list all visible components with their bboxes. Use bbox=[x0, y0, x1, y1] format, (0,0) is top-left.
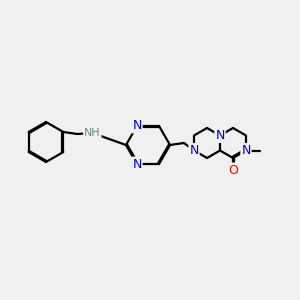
Text: N: N bbox=[241, 144, 251, 157]
Text: N: N bbox=[132, 119, 142, 132]
Text: N: N bbox=[132, 158, 142, 171]
Text: N: N bbox=[215, 129, 225, 142]
Text: NH: NH bbox=[84, 128, 101, 138]
Text: N: N bbox=[189, 144, 199, 157]
Text: O: O bbox=[228, 164, 238, 176]
